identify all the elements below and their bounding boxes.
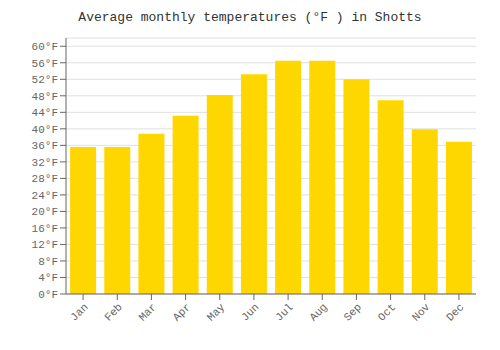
svg-text:Nov: Nov (410, 301, 433, 324)
svg-text:Dec: Dec (444, 301, 466, 323)
svg-text:60°F: 60°F (32, 41, 58, 53)
svg-text:36°F: 36°F (32, 140, 58, 152)
svg-text:Jun: Jun (239, 301, 261, 323)
svg-text:Jan: Jan (68, 301, 90, 323)
svg-text:Aug: Aug (307, 301, 329, 323)
svg-text:Mar: Mar (137, 301, 159, 323)
svg-text:48°F: 48°F (32, 91, 58, 103)
svg-text:Oct: Oct (376, 301, 398, 323)
svg-text:Sep: Sep (342, 301, 364, 323)
svg-text:20°F: 20°F (32, 206, 58, 218)
svg-text:12°F: 12°F (32, 239, 58, 251)
svg-text:0°F: 0°F (38, 289, 58, 301)
svg-text:40°F: 40°F (32, 124, 58, 136)
svg-text:28°F: 28°F (32, 173, 58, 185)
svg-text:56°F: 56°F (32, 58, 58, 70)
html-text:Average monthly temperatures (: Average monthly temperatures (°F ) in Sh… (78, 10, 422, 25)
svg-text:32°F: 32°F (32, 157, 58, 169)
svg-text:Feb: Feb (102, 301, 124, 323)
svg-text:44°F: 44°F (32, 107, 58, 119)
svg-text:4°F: 4°F (38, 272, 58, 284)
svg-text:Apr: Apr (171, 301, 193, 323)
svg-text:8°F: 8°F (38, 256, 58, 268)
svg-text:May: May (205, 301, 228, 324)
svg-text:24°F: 24°F (32, 190, 58, 202)
svg-text:Jul: Jul (273, 301, 295, 323)
svg-text:52°F: 52°F (32, 74, 58, 86)
svg-text:16°F: 16°F (32, 223, 58, 235)
